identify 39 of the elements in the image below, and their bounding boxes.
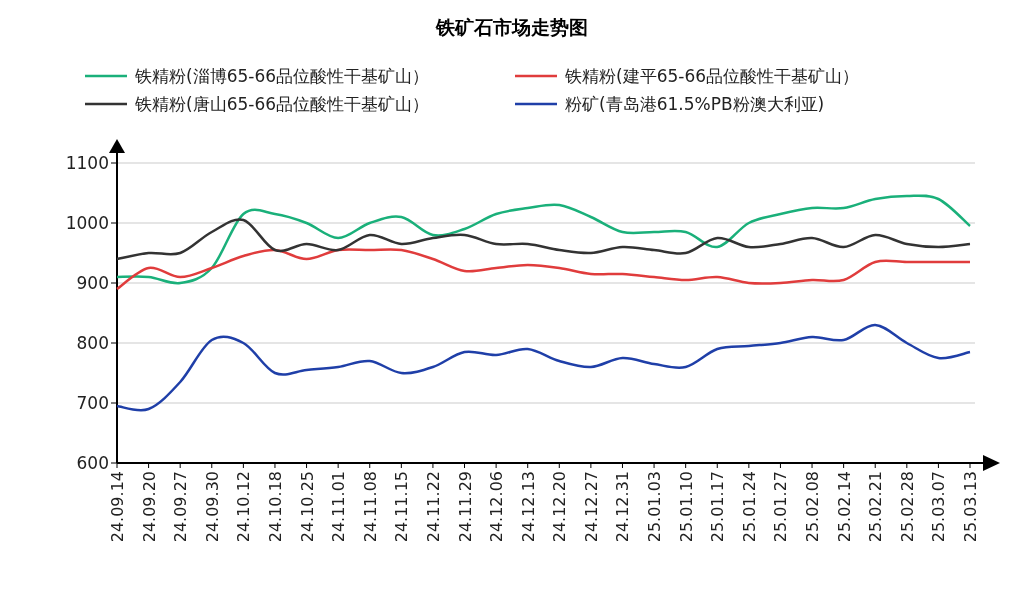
- legend-label: 铁精粉(建平65-66品位酸性干基矿山）: [564, 66, 860, 86]
- x-tick-label: 24.10.12: [234, 471, 254, 543]
- x-tick-label: 24.12.27: [581, 471, 601, 543]
- x-tick-label: 24.09.27: [171, 471, 191, 543]
- y-tick-label: 800: [76, 333, 109, 353]
- x-tick-label: 24.11.15: [392, 471, 412, 543]
- x-tick-label: 24.11.08: [360, 471, 380, 543]
- y-tick-label: 900: [76, 273, 109, 293]
- x-tick-label: 25.03.13: [961, 471, 980, 543]
- legend-label: 铁精粉(淄博65-66品位酸性干基矿山）: [134, 66, 430, 86]
- x-tick-label: 24.12.31: [613, 471, 633, 543]
- x-tick-label: 24.11.29: [455, 471, 475, 543]
- x-tick-label: 25.01.03: [645, 471, 665, 543]
- x-tick-label: 24.09.14: [108, 471, 127, 543]
- y-tick-label: 1100: [65, 153, 109, 173]
- x-tick-label: 25.03.07: [929, 471, 949, 543]
- x-tick-label: 24.12.20: [550, 471, 570, 543]
- y-tick-label: 1000: [65, 213, 109, 233]
- x-tick-label: 24.11.01: [329, 471, 349, 543]
- x-tick-label: 24.10.25: [297, 471, 317, 543]
- x-tick-label: 24.10.18: [265, 471, 285, 543]
- x-tick-label: 24.09.20: [139, 471, 159, 543]
- x-tick-label: 25.02.28: [897, 471, 917, 543]
- x-tick-label: 25.02.21: [866, 471, 886, 543]
- y-tick-label: 700: [76, 393, 109, 413]
- title: 铁矿石市场走势图: [436, 16, 588, 38]
- x-tick-label: 24.09.30: [202, 471, 222, 543]
- x-tick-label: 25.01.24: [739, 471, 759, 543]
- x-tick-label: 25.01.10: [676, 471, 696, 543]
- x-tick-label: 24.11.22: [423, 471, 443, 543]
- x-tick-label: 25.01.27: [771, 471, 791, 543]
- legend-label: 粉矿(青岛港61.5%PB粉澳大利亚): [565, 94, 825, 114]
- x-tick-label: 25.02.14: [834, 471, 854, 543]
- x-tick-label: 24.12.13: [518, 471, 538, 543]
- y-tick-label: 600: [76, 453, 109, 473]
- x-tick-label: 25.02.08: [803, 471, 823, 543]
- legend-label: 铁精粉(唐山65-66品位酸性干基矿山）: [134, 94, 430, 114]
- x-tick-label: 25.01.17: [708, 471, 728, 543]
- x-tick-label: 24.12.06: [487, 471, 507, 543]
